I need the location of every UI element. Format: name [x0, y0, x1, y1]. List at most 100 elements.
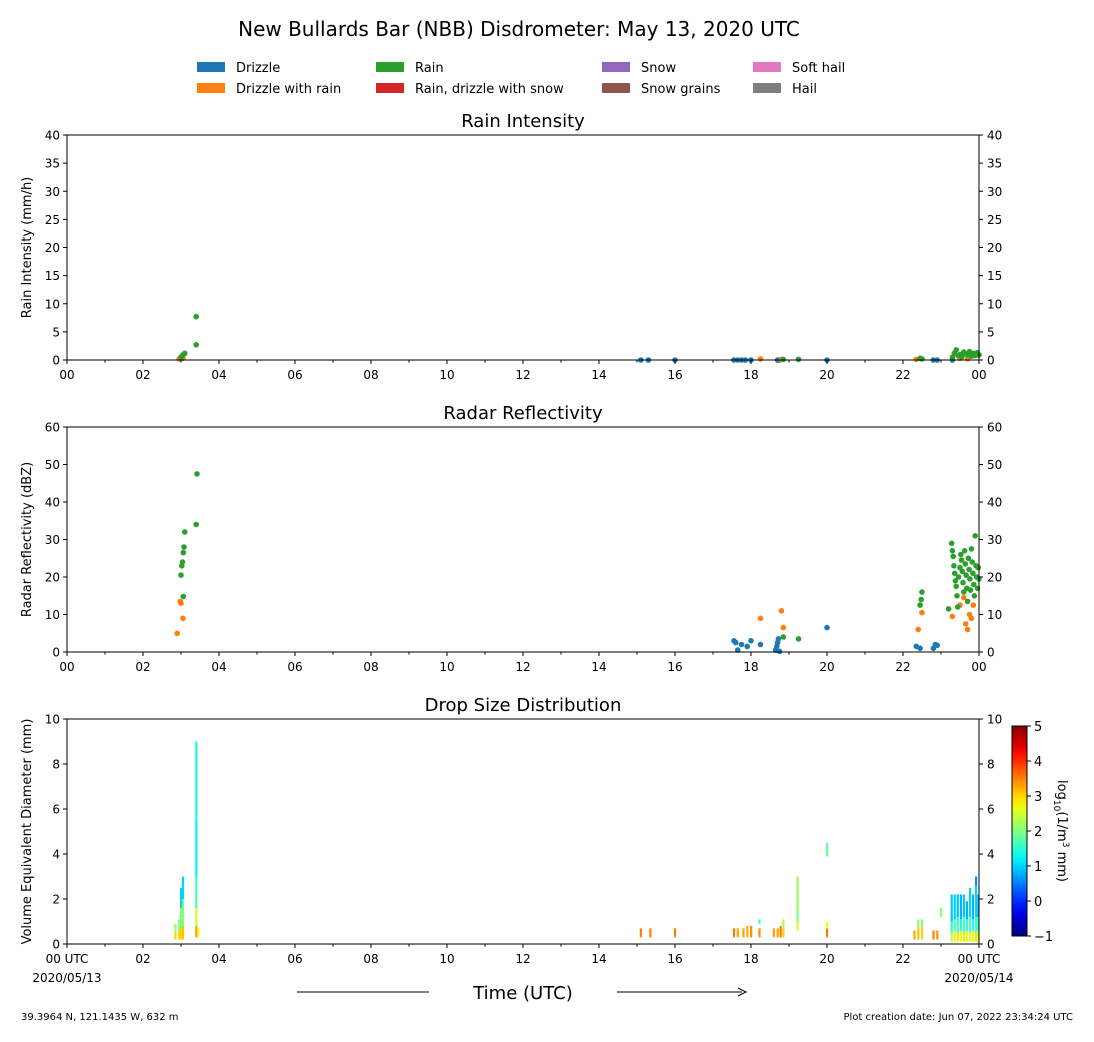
dsd-cell-36-0 [977, 930, 980, 942]
xtick-label-0-0: 00 [59, 368, 74, 382]
ytick-label-left-0-3: 15 [45, 269, 60, 283]
panel-data-0 [176, 313, 982, 363]
point-1-2-37 [966, 566, 972, 573]
dsd-cell-31-1 [962, 917, 965, 933]
xtick-label-1-5: 10 [439, 660, 454, 674]
dsd-cell-26-0 [940, 908, 943, 917]
dsd-cell-7-0 [649, 928, 652, 938]
legend-label-5: Snow grains [641, 82, 721, 97]
dsd-cell-27-1 [950, 921, 953, 933]
xtick-label-1-12: 00 [971, 660, 986, 674]
ytick-label-left-1-1: 10 [45, 608, 60, 622]
dsd-cell-15-0 [772, 928, 775, 938]
point-1-0-11 [776, 648, 783, 655]
dsd-cell-34-0 [971, 930, 975, 942]
legend-label-7: Hail [792, 82, 817, 97]
figure-title: New Bullards Bar (NBB) Disdrometer: May … [238, 17, 800, 41]
xtick-label-2-2: 04 [211, 952, 226, 966]
legend-swatch-5 [602, 83, 630, 93]
dsd-cell-30-1 [959, 919, 962, 931]
point-0-2-6 [795, 356, 802, 363]
ytick-label-right-0-3: 15 [987, 269, 1002, 283]
ytick-label-left-2-4: 8 [52, 758, 60, 772]
xtick-label-2-11: 22 [895, 952, 910, 966]
point-1-1-7 [915, 626, 921, 633]
xtick-label-1-3: 06 [287, 660, 302, 674]
dsd-cell-34-2 [971, 894, 975, 920]
dsd-cell-14-1 [758, 919, 761, 924]
dsd-cell-0-0 [174, 932, 177, 940]
point-1-2-18 [951, 563, 957, 569]
panel-frame-0 [66, 134, 980, 361]
colorbar: −1 0 1 2 3 4 5 log10(1/m3 mm) [1011, 720, 1070, 945]
dsd-cell-30-0 [959, 930, 962, 942]
point-0-2-11 [953, 347, 959, 353]
point-1-2-5 [182, 529, 188, 535]
dsd-cell-22-0 [917, 928, 920, 940]
ytick-label-right-1-6: 60 [987, 421, 1002, 435]
legend-swatch-1 [197, 83, 225, 93]
ytick-label-left-0-0: 0 [52, 354, 60, 368]
legend-swatch-3 [376, 83, 404, 93]
dsd-cell-27-0 [950, 932, 953, 942]
panel-frame-2 [66, 718, 980, 945]
ytick-label-right-0-5: 25 [987, 213, 1002, 227]
dsd-cell-35-3 [975, 876, 978, 886]
dsd-cell-6-0 [639, 928, 642, 938]
point-1-2-4 [181, 544, 187, 550]
dsd-cell-12-0 [746, 926, 749, 938]
ytick-label-left-1-4: 40 [45, 496, 60, 510]
dsd-cell-20-0 [826, 928, 829, 938]
arrow-head-icon [737, 987, 748, 997]
point-0-2-2 [182, 350, 188, 357]
x-axis-label: Time (UTC) [472, 983, 573, 1004]
dsd-cell-9-0 [732, 928, 736, 938]
xtick-label-2-3: 06 [287, 952, 302, 966]
xtick-label-1-8: 16 [667, 660, 682, 674]
dsd-cell-4-1 [195, 908, 198, 926]
point-1-2-12 [918, 596, 924, 603]
dsd-cell-32-1 [965, 919, 968, 931]
point-0-2-3 [193, 342, 199, 348]
point-1-2-8 [194, 471, 200, 477]
legend-swatch-2 [376, 62, 404, 72]
legend-label-6: Soft hail [792, 61, 845, 76]
point-1-2-29 [960, 579, 966, 586]
xtick-label-0-4: 08 [363, 368, 378, 382]
xtick-label-0-3: 06 [287, 368, 302, 382]
point-1-2-6 [180, 593, 187, 600]
point-1-0-4 [744, 643, 750, 650]
ytick-label-right-1-4: 40 [987, 496, 1002, 510]
ytick-label-left-1-3: 30 [45, 533, 60, 547]
panel-title-1: Radar Reflectivity [443, 403, 603, 424]
ytick-label-right-0-7: 35 [987, 157, 1002, 171]
dsd-cell-28-2 [953, 894, 956, 920]
xtick-label-0-7: 14 [591, 368, 606, 382]
point-1-1-3 [180, 615, 186, 622]
ytick-label-right-2-3: 6 [987, 803, 995, 817]
panel-data-2 [174, 741, 980, 942]
dsd-cell-20-2 [826, 842, 829, 857]
dsd-cell-4-0 [195, 926, 198, 938]
point-0-2-8 [919, 356, 925, 362]
ylabel-0: Rain Intensity (mm/h) [20, 177, 35, 319]
point-1-2-23 [954, 604, 961, 610]
point-1-2-33 [963, 572, 969, 578]
point-1-2-9 [780, 634, 787, 640]
ytick-label-left-1-6: 60 [45, 421, 60, 435]
ylabel-1: Radar Reflectivity (dBZ) [20, 462, 35, 617]
point-1-2-13 [919, 589, 925, 595]
legend-swatch-7 [753, 83, 781, 93]
xtick-date-end: 2020/05/14 [944, 971, 1013, 985]
point-1-2-15 [948, 540, 955, 547]
dsd-cell-2-1 [180, 908, 183, 929]
ytick-label-left-2-2: 4 [52, 848, 60, 862]
point-1-0-5 [748, 638, 754, 644]
dsd-cell-28-0 [953, 930, 956, 942]
dsd-cell-20-1 [826, 921, 829, 929]
panel-title-0: Rain Intensity [461, 111, 585, 132]
ytick-label-right-1-0: 0 [987, 646, 995, 660]
dsd-cell-23-1 [921, 919, 924, 927]
ytick-label-left-0-1: 5 [52, 325, 60, 339]
